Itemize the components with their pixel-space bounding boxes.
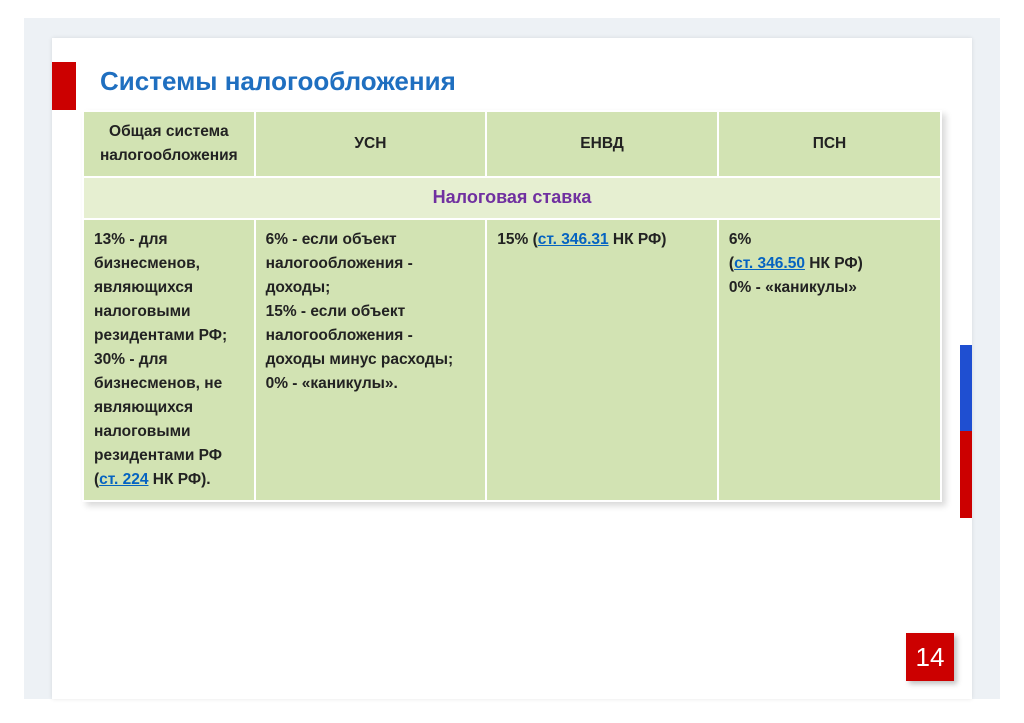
cell-psn: 6% (ст. 346.50 НК РФ) 0% - «каникулы» <box>718 219 941 501</box>
col-header-envd: ЕНВД <box>486 111 718 177</box>
flag-blue <box>960 345 972 432</box>
cell-general-tax: 13% - для бизнесменов, являющихся налого… <box>83 219 255 501</box>
tax-rate-subheader: Налоговая ставка <box>83 177 941 219</box>
slide-title: Системы налогообложения <box>100 66 456 97</box>
flag-white <box>960 258 972 345</box>
slide-body: Системы налогообложения Общая система на… <box>52 38 972 699</box>
page-number-badge: 14 <box>906 633 954 681</box>
flag-red <box>960 431 972 518</box>
outer-frame: Системы налогообложения Общая система на… <box>24 18 1000 699</box>
link-st-224[interactable]: ст. 224 <box>99 471 148 488</box>
table-subheader-row: Налоговая ставка <box>83 177 941 219</box>
cell-text: НК РФ). <box>149 471 211 488</box>
cell-text: 15% ( <box>497 231 538 248</box>
flag-stripe <box>960 258 972 518</box>
cell-text: 13% - для бизнесменов, являющихся налого… <box>94 231 227 488</box>
cell-text: НК РФ) <box>609 231 667 248</box>
title-accent-bar <box>52 62 76 110</box>
link-st-346-50[interactable]: ст. 346.50 <box>734 255 805 272</box>
table-row: 13% - для бизнесменов, являющихся налого… <box>83 219 941 501</box>
col-header-usn: УСН <box>255 111 487 177</box>
cell-text: 6% - если объект налогообложения - доход… <box>266 231 454 392</box>
col-header-general: Общая система налогообложения <box>83 111 255 177</box>
cell-usn: 6% - если объект налогообложения - доход… <box>255 219 487 501</box>
cell-envd: 15% (ст. 346.31 НК РФ) <box>486 219 718 501</box>
tax-systems-table: Общая система налогообложения УСН ЕНВД П… <box>82 110 942 502</box>
table-header-row: Общая система налогообложения УСН ЕНВД П… <box>83 111 941 177</box>
link-st-346-31[interactable]: ст. 346.31 <box>538 231 609 248</box>
col-header-psn: ПСН <box>718 111 941 177</box>
